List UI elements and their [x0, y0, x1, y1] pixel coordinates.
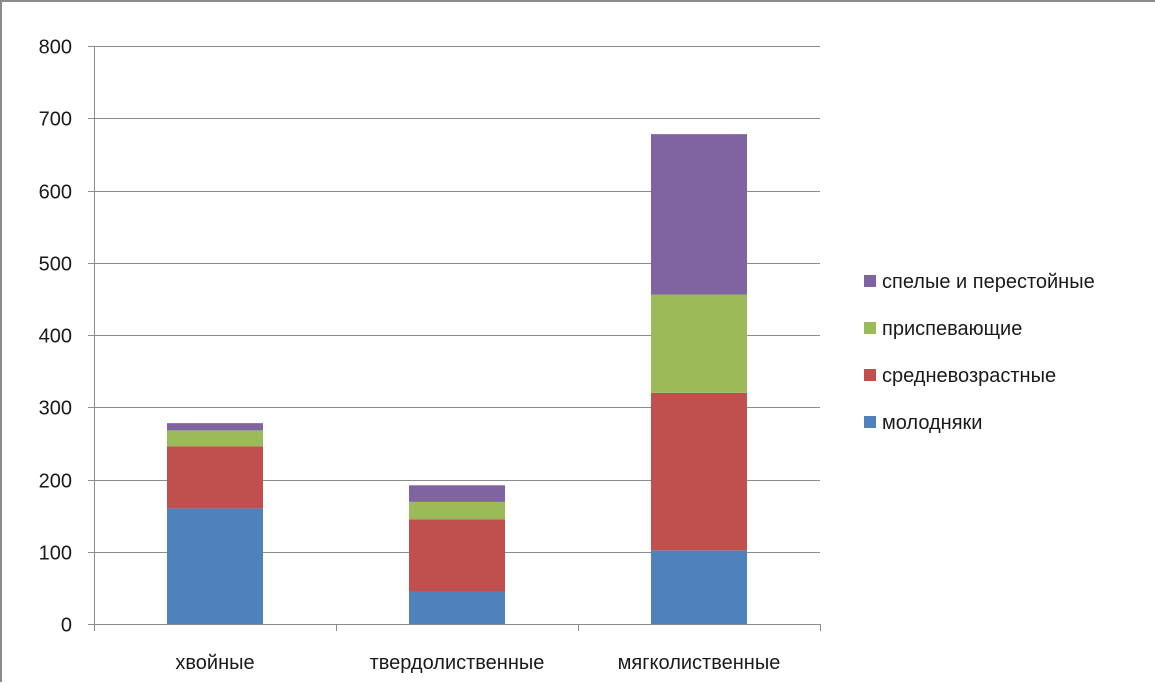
legend-swatch: [864, 275, 876, 287]
bar-segment-4-cat-1: [167, 423, 263, 431]
legend-swatch: [864, 369, 876, 381]
y-tick-label: 300: [39, 398, 72, 420]
legend: спелые и перестойные приспевающие среднево…: [864, 271, 1095, 434]
bar-segment-2-cat-3: [651, 392, 747, 551]
bar-segment-4-cat-3: [651, 134, 747, 295]
y-tick-label: 700: [39, 109, 72, 131]
y-tick-label: 500: [39, 254, 72, 276]
bar-segment-1-cat-2: [409, 591, 505, 624]
y-tick-label: 600: [39, 182, 72, 204]
legend-swatch: [864, 322, 876, 334]
x-category-label: хвойные: [175, 652, 254, 674]
legend-swatch: [864, 416, 876, 428]
legend-label: спелые и перестойные: [882, 271, 1095, 293]
y-tick-label: 100: [39, 543, 72, 565]
legend-label: молодняки: [882, 412, 982, 434]
bar-segment-2-cat-1: [167, 446, 263, 509]
bar-segment-3-cat-2: [409, 501, 505, 520]
legend-label: средневозрастные: [882, 365, 1056, 387]
bar-segment-1-cat-1: [167, 508, 263, 624]
x-category-label: мягколиственные: [618, 652, 781, 674]
legend-label: приспевающие: [882, 318, 1022, 340]
bar-segment-3-cat-3: [651, 294, 747, 393]
bar-segment-2-cat-2: [409, 519, 505, 592]
y-tick-label: 400: [39, 326, 72, 348]
x-category-label: твердолиственные: [370, 652, 545, 674]
y-tick-label: 800: [39, 37, 72, 59]
bar-segment-3-cat-1: [167, 430, 263, 447]
bar-segment-4-cat-2: [409, 485, 505, 502]
bar-segment-1-cat-3: [651, 550, 747, 624]
y-tick-label: 200: [39, 471, 72, 493]
y-tick-label: 0: [61, 615, 72, 637]
bars: [167, 134, 747, 624]
axes: 0 100 200 300 400 500 600 700 800 хвойные твердоли…: [39, 37, 821, 674]
